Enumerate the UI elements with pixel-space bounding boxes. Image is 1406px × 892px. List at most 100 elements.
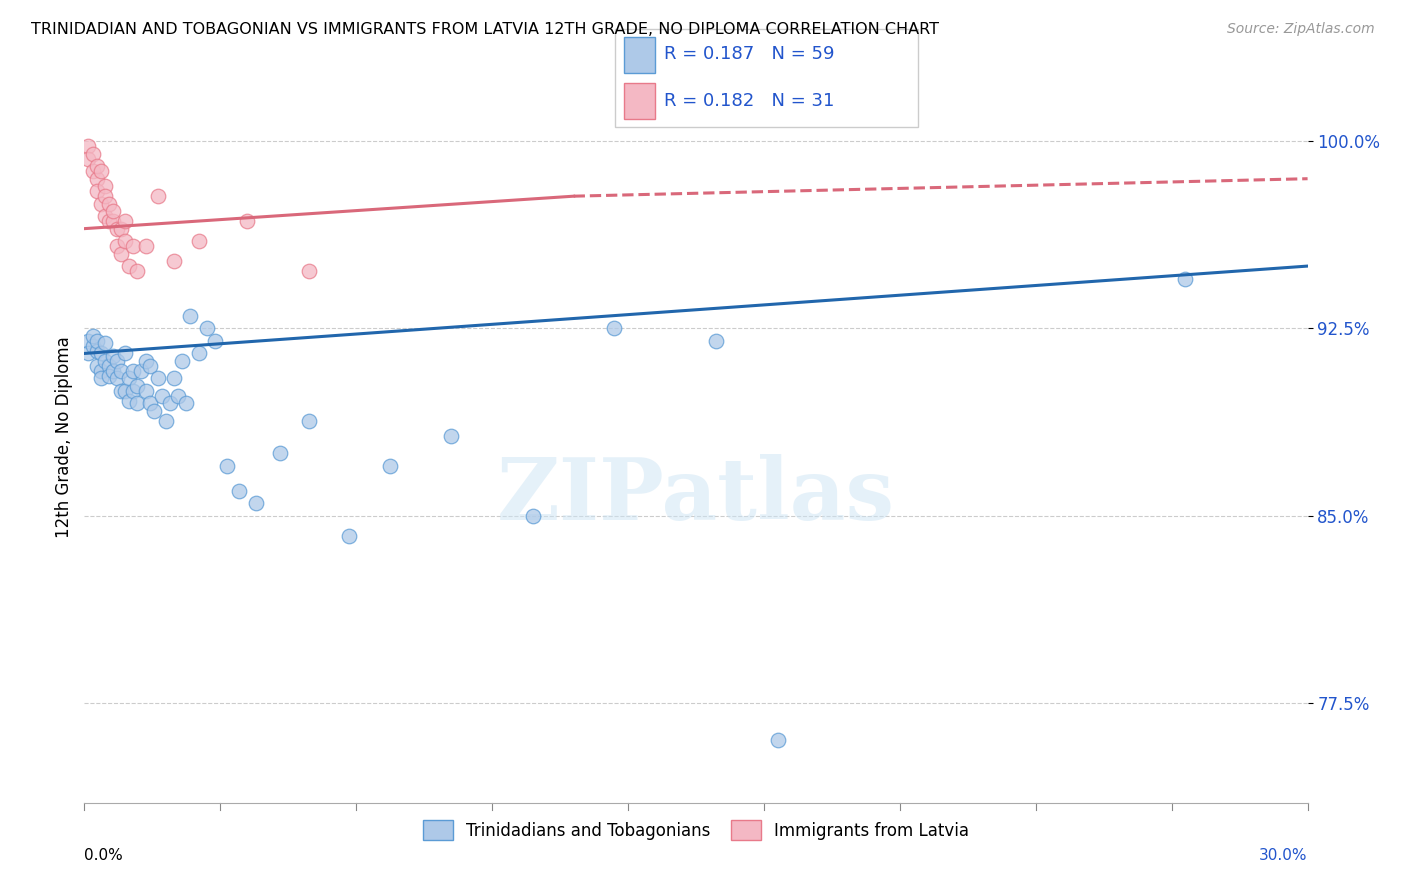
Point: [172, 354, 194, 368]
Point: [105, 221, 128, 235]
Y-axis label: 12th Grade, No Diploma: 12th Grade, No Diploma: [55, 336, 73, 538]
Point: [127, 396, 149, 410]
Point: [93, 354, 115, 368]
Point: [440, 429, 463, 443]
Point: [93, 189, 115, 203]
Point: [522, 508, 544, 523]
Point: [380, 458, 402, 473]
Point: [101, 204, 124, 219]
Point: [159, 396, 181, 410]
Point: [105, 239, 128, 253]
Point: [127, 264, 149, 278]
Point: [93, 209, 115, 223]
Text: 0.0%: 0.0%: [84, 847, 124, 863]
Point: [97, 359, 120, 373]
Point: [163, 371, 186, 385]
Point: [167, 389, 190, 403]
Point: [217, 458, 239, 473]
Point: [245, 496, 267, 510]
Point: [110, 221, 132, 235]
Point: [93, 179, 115, 194]
Point: [179, 309, 201, 323]
Point: [135, 384, 157, 398]
Point: [86, 171, 108, 186]
Text: 30.0%: 30.0%: [1260, 847, 1308, 863]
Point: [138, 396, 160, 410]
Point: [77, 346, 100, 360]
Point: [97, 214, 120, 228]
FancyBboxPatch shape: [614, 29, 918, 128]
Point: [146, 189, 169, 203]
Point: [114, 214, 136, 228]
Point: [77, 152, 100, 166]
Point: [228, 483, 250, 498]
Point: [97, 196, 120, 211]
Point: [163, 254, 186, 268]
Point: [118, 393, 141, 408]
Point: [101, 364, 124, 378]
Point: [105, 371, 128, 385]
Point: [90, 346, 112, 360]
Point: [1174, 271, 1197, 285]
Point: [127, 379, 149, 393]
Point: [86, 184, 108, 198]
Point: [603, 321, 626, 335]
FancyBboxPatch shape: [624, 83, 655, 119]
Point: [122, 364, 145, 378]
Point: [298, 414, 321, 428]
Point: [77, 334, 100, 348]
Text: ZIPatlas: ZIPatlas: [496, 454, 896, 538]
Point: [150, 389, 173, 403]
Point: [77, 139, 100, 153]
Point: [101, 349, 124, 363]
Point: [82, 329, 104, 343]
Point: [93, 336, 115, 351]
Point: [339, 529, 361, 543]
Text: R = 0.187   N = 59: R = 0.187 N = 59: [664, 45, 835, 63]
Text: TRINIDADIAN AND TOBAGONIAN VS IMMIGRANTS FROM LATVIA 12TH GRADE, NO DIPLOMA CORR: TRINIDADIAN AND TOBAGONIAN VS IMMIGRANTS…: [31, 22, 939, 37]
Legend: Trinidadians and Tobagonians, Immigrants from Latvia: Trinidadians and Tobagonians, Immigrants…: [416, 814, 976, 847]
Point: [131, 364, 153, 378]
Point: [86, 159, 108, 173]
Point: [82, 164, 104, 178]
Point: [269, 446, 291, 460]
Point: [110, 246, 132, 260]
Text: R = 0.182   N = 31: R = 0.182 N = 31: [664, 92, 835, 110]
Point: [86, 343, 108, 358]
Point: [146, 371, 169, 385]
Point: [105, 354, 128, 368]
Point: [82, 339, 104, 353]
Point: [122, 239, 145, 253]
Point: [114, 384, 136, 398]
Point: [138, 359, 160, 373]
Point: [155, 414, 177, 428]
Point: [174, 396, 197, 410]
Point: [204, 334, 226, 348]
Point: [101, 214, 124, 228]
Point: [114, 346, 136, 360]
Point: [110, 364, 132, 378]
Point: [90, 371, 112, 385]
Point: [187, 234, 209, 248]
Point: [90, 364, 112, 378]
Point: [187, 346, 209, 360]
Point: [195, 321, 218, 335]
Point: [86, 334, 108, 348]
Point: [298, 264, 321, 278]
Point: [236, 214, 259, 228]
Point: [766, 733, 789, 747]
Point: [135, 239, 157, 253]
Point: [90, 164, 112, 178]
Point: [135, 354, 157, 368]
Text: Source: ZipAtlas.com: Source: ZipAtlas.com: [1227, 22, 1375, 37]
Point: [118, 371, 141, 385]
Point: [118, 259, 141, 273]
Point: [90, 196, 112, 211]
Point: [142, 404, 165, 418]
FancyBboxPatch shape: [624, 37, 655, 73]
Point: [122, 384, 145, 398]
Point: [706, 334, 728, 348]
Point: [82, 146, 104, 161]
Point: [97, 368, 120, 383]
Point: [86, 359, 108, 373]
